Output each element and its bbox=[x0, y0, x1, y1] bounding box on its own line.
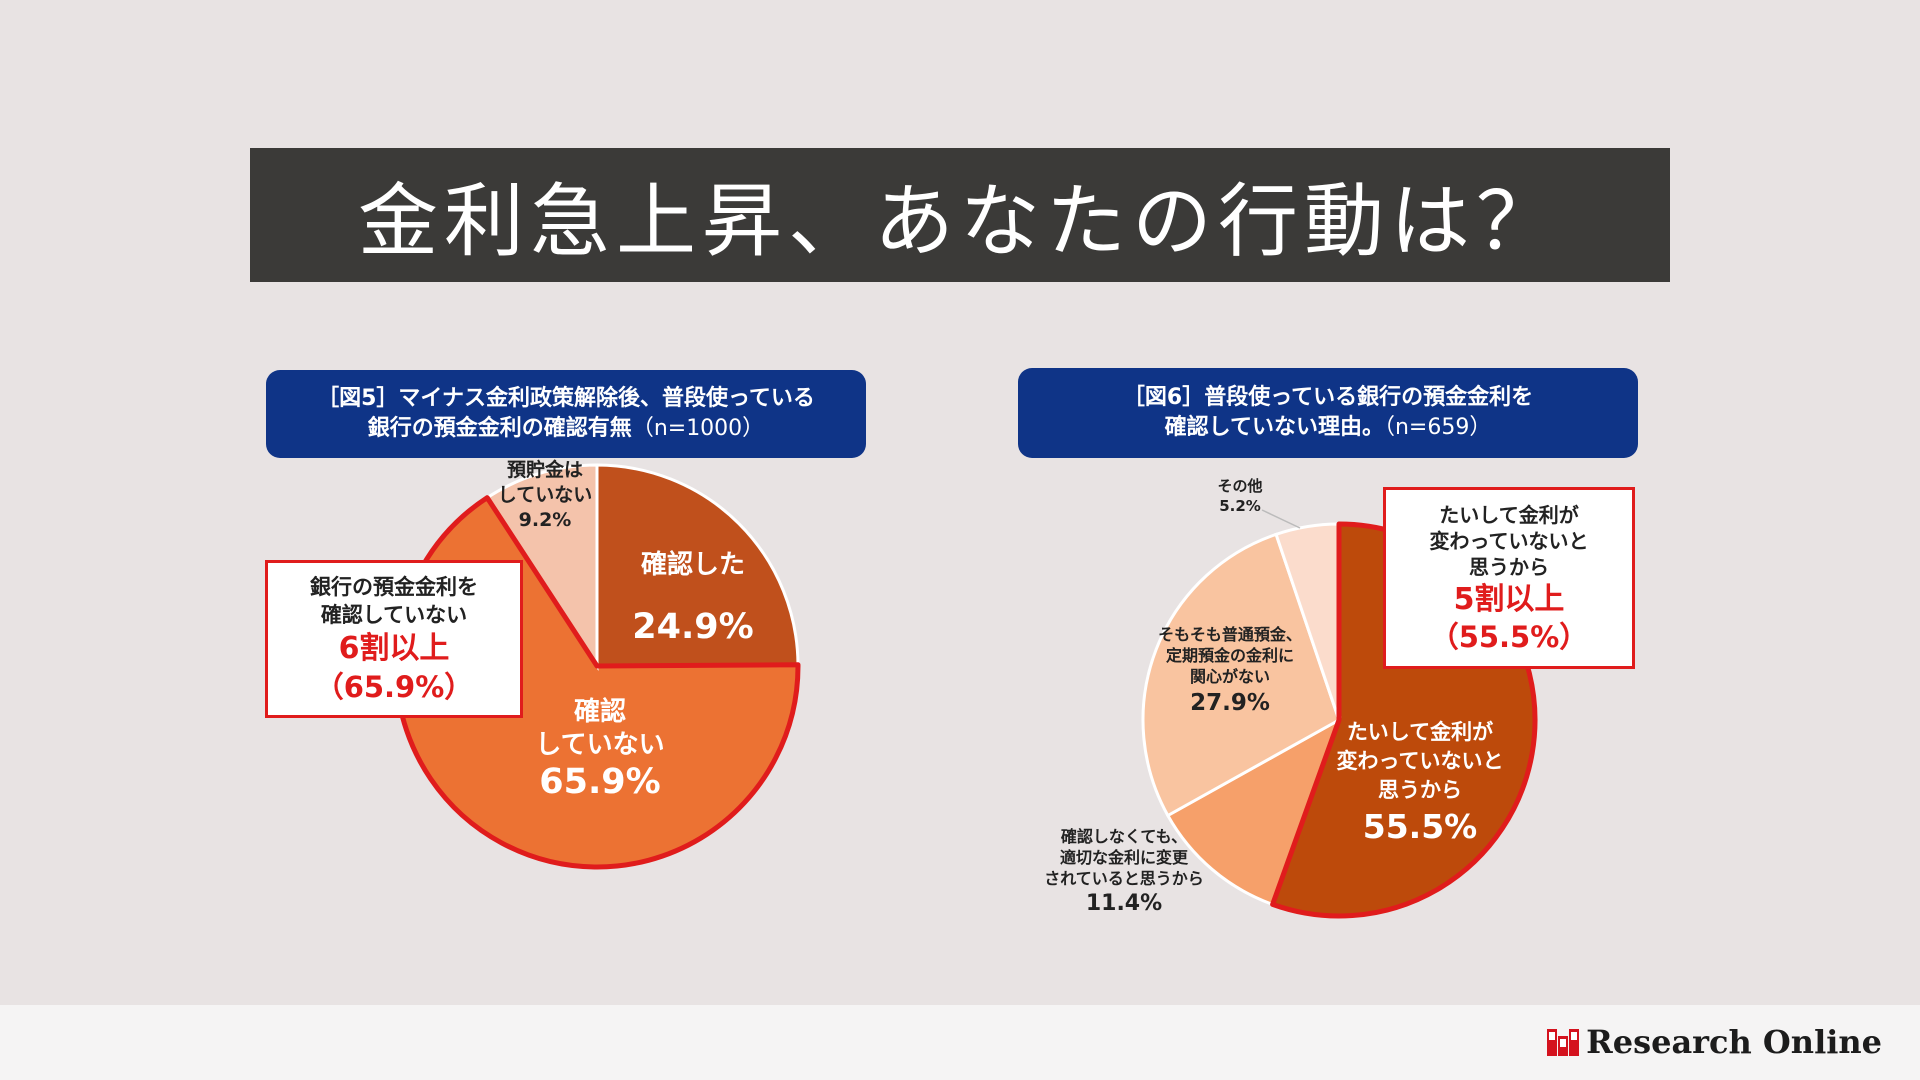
callout6-line2: 変わっていないと bbox=[1429, 529, 1589, 553]
slice-label-not-changed: たいして金利が 変わっていないと 思うから 55.5% bbox=[1310, 718, 1530, 847]
slice-label-not-checked-line2: していない bbox=[535, 730, 665, 760]
slice-label-auto-adjust-line2: 適切な金利に変更 bbox=[1059, 848, 1188, 867]
slice-value-no-savings: 9.2% bbox=[518, 509, 572, 531]
slice-value-not-checked: 65.9% bbox=[539, 762, 661, 802]
slice-value-auto-adjust: 11.4% bbox=[1085, 891, 1163, 916]
callout6-pct: （55.5%） bbox=[1429, 620, 1589, 654]
slice-label-auto-adjust-line1: 確認しなくても、 bbox=[1060, 827, 1188, 846]
figure6-header: ［図6］普段使っている銀行の預金金利を 確認していない理由。（n=659） bbox=[1018, 368, 1638, 458]
slice-label-no-interest-line3: 関心がない bbox=[1189, 667, 1270, 686]
callout5-line2: 確認していない bbox=[320, 603, 468, 627]
figure5-title: ［図5］マイナス金利政策解除後、普段使っている bbox=[317, 386, 815, 411]
slice-label-checked-name: 確認した bbox=[640, 550, 745, 580]
figure6-subtitle: 確認していない理由。（n=659） bbox=[1164, 415, 1492, 440]
pie5-slice-2 bbox=[485, 463, 599, 672]
slice-label-no-savings: 預貯金は していない 9.2% bbox=[480, 458, 610, 533]
slice-label-other-name: その他 bbox=[1217, 477, 1263, 495]
pie5-slice-0 bbox=[595, 463, 800, 668]
slice-label-not-checked-line1: 確認 bbox=[573, 697, 626, 727]
callout5-pct: （65.9%） bbox=[314, 670, 474, 704]
slice-label-not-checked: 確認 していない 65.9% bbox=[520, 696, 680, 802]
callout5-big: 6割以上 bbox=[338, 631, 450, 666]
footer bbox=[0, 1005, 1920, 1080]
brand-logo: Research Online bbox=[1546, 1023, 1882, 1061]
callout6-line3: 思うから bbox=[1469, 555, 1549, 579]
figure5-subtitle: 銀行の預金金利の確認有無（n=1000） bbox=[367, 416, 765, 441]
slice-label-no-savings-line1: 預貯金は bbox=[506, 459, 583, 481]
figure6-n: （n=659） bbox=[1383, 415, 1492, 440]
figure6-title: ［図6］普段使っている銀行の預金金利を bbox=[1122, 385, 1534, 410]
research-online-logo-icon bbox=[1546, 1027, 1580, 1057]
pie6-slice-1 bbox=[1165, 716, 1342, 907]
slice-value-checked: 24.9% bbox=[632, 607, 754, 647]
callout6-line1: たいして金利が bbox=[1439, 503, 1579, 527]
slice-label-no-interest-line2: 定期預金の金利に bbox=[1165, 646, 1294, 665]
figure5-callout: 銀行の預金金利を 確認していない 6割以上 （65.9%） bbox=[265, 560, 523, 718]
main-title: 金利急上昇、あなたの行動は？ bbox=[250, 148, 1670, 282]
slice-label-no-interest: そもそも普通預金、 定期預金の金利に 関心がない 27.9% bbox=[1140, 624, 1320, 719]
slice-label-not-changed-line2: 変わっていないと bbox=[1336, 749, 1504, 773]
slice-label-no-savings-line2: していない bbox=[497, 484, 593, 506]
figure5-header: ［図5］マイナス金利政策解除後、普段使っている 銀行の預金金利の確認有無（n=1… bbox=[266, 370, 866, 458]
slice-label-checked: 確認した 24.9% bbox=[618, 544, 768, 647]
callout5-line1: 銀行の預金金利を bbox=[310, 575, 478, 599]
slice-value-not-changed: 55.5% bbox=[1362, 807, 1478, 846]
slice-label-not-changed-line3: 思うから bbox=[1378, 778, 1462, 802]
brand-name: Research Online bbox=[1586, 1023, 1882, 1061]
pie6-slice-2 bbox=[1141, 532, 1341, 818]
slice-label-auto-adjust: 確認しなくても、 適切な金利に変更 されていると思うから 11.4% bbox=[1024, 826, 1224, 919]
figure5-n: （n=1000） bbox=[631, 416, 765, 441]
other-leader-line bbox=[1261, 509, 1301, 529]
slice-value-other: 5.2% bbox=[1219, 497, 1261, 515]
figure6-callout: たいして金利が 変わっていないと 思うから 5割以上 （55.5%） bbox=[1383, 487, 1635, 669]
slice-label-not-changed-line1: たいして金利が bbox=[1346, 720, 1494, 744]
slice-label-auto-adjust-line3: されていると思うから bbox=[1044, 869, 1204, 888]
slice-label-no-interest-line1: そもそも普通預金、 bbox=[1158, 625, 1302, 644]
slice-value-no-interest: 27.9% bbox=[1190, 690, 1270, 716]
callout6-big: 5割以上 bbox=[1453, 582, 1565, 617]
slice-label-other: その他 5.2% bbox=[1200, 476, 1280, 516]
